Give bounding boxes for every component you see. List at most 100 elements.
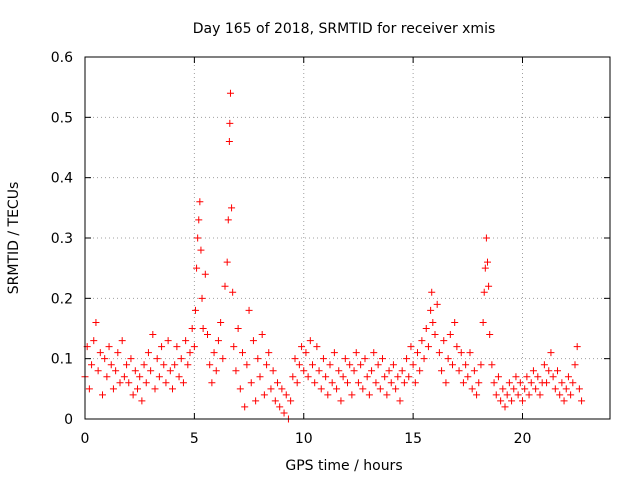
data-point bbox=[317, 385, 325, 393]
data-point bbox=[573, 343, 581, 351]
data-point bbox=[453, 343, 461, 351]
data-point bbox=[551, 385, 559, 393]
data-point bbox=[188, 325, 196, 332]
data-point bbox=[459, 379, 467, 387]
data-point bbox=[94, 367, 102, 375]
data-point bbox=[516, 379, 524, 387]
data-point bbox=[503, 391, 511, 399]
data-point bbox=[479, 318, 487, 326]
data-point bbox=[330, 349, 338, 357]
data-point bbox=[245, 306, 253, 314]
data-point bbox=[120, 373, 128, 381]
data-point bbox=[532, 385, 540, 393]
data-point bbox=[160, 361, 168, 369]
data-point bbox=[420, 355, 428, 363]
axis-ticks: 0 0.1 0.2 0.3 0.4 0.5 0.6 0 5 10 15 20 bbox=[51, 50, 610, 447]
data-point bbox=[289, 373, 297, 381]
data-point bbox=[328, 379, 336, 387]
data-point bbox=[521, 385, 529, 393]
data-point bbox=[195, 216, 203, 224]
data-point bbox=[263, 361, 271, 369]
data-point bbox=[466, 349, 474, 357]
data-point bbox=[444, 355, 452, 363]
data-point bbox=[210, 349, 218, 357]
chart-title: Day 165 of 2018, SRMTID for receiver xmi… bbox=[193, 21, 496, 37]
data-point bbox=[313, 343, 321, 351]
data-point bbox=[435, 349, 443, 357]
data-point bbox=[462, 361, 470, 369]
data-point bbox=[418, 337, 426, 345]
data-point bbox=[138, 397, 146, 405]
data-point bbox=[96, 349, 104, 357]
data-point bbox=[492, 391, 500, 399]
data-point bbox=[525, 391, 533, 399]
data-point bbox=[103, 373, 111, 381]
data-point bbox=[446, 331, 454, 339]
data-point bbox=[527, 379, 535, 387]
data-point bbox=[422, 325, 430, 332]
data-point bbox=[196, 198, 204, 206]
data-point bbox=[107, 361, 115, 369]
data-point bbox=[105, 343, 113, 351]
data-point bbox=[191, 306, 199, 314]
data-point bbox=[510, 385, 518, 393]
data-point bbox=[129, 391, 137, 399]
data-point bbox=[484, 258, 491, 266]
y-tick-label: 0 bbox=[64, 412, 73, 428]
data-point bbox=[428, 288, 436, 296]
data-point bbox=[494, 373, 502, 381]
x-axis-title: GPS time / hours bbox=[285, 458, 402, 474]
data-point bbox=[147, 367, 155, 375]
data-point bbox=[173, 343, 181, 351]
data-point bbox=[221, 282, 229, 290]
data-point bbox=[379, 355, 386, 363]
data-point bbox=[177, 355, 185, 363]
data-point bbox=[381, 373, 389, 381]
y-axis-title: SRMTID / TECUs bbox=[6, 182, 22, 295]
data-point bbox=[449, 361, 456, 369]
data-point bbox=[376, 385, 384, 393]
data-point bbox=[226, 119, 234, 127]
data-point bbox=[151, 385, 159, 393]
data-point bbox=[232, 367, 240, 375]
data-point bbox=[298, 343, 306, 351]
data-point bbox=[403, 355, 411, 363]
data-point bbox=[457, 349, 465, 357]
data-point bbox=[549, 373, 557, 381]
data-point bbox=[407, 343, 415, 351]
data-point bbox=[383, 391, 391, 399]
data-point bbox=[400, 379, 408, 387]
data-point bbox=[265, 349, 273, 357]
data-point bbox=[243, 361, 251, 369]
data-point bbox=[322, 373, 330, 381]
data-point bbox=[236, 385, 244, 393]
data-point bbox=[344, 379, 351, 387]
data-point bbox=[352, 349, 360, 357]
data-point bbox=[485, 282, 493, 290]
data-point bbox=[571, 361, 579, 369]
data-point bbox=[300, 367, 308, 375]
data-point bbox=[438, 367, 446, 375]
data-point bbox=[562, 385, 570, 393]
data-point bbox=[230, 343, 238, 351]
data-point bbox=[164, 337, 172, 345]
data-point bbox=[239, 349, 246, 357]
data-point bbox=[123, 361, 131, 369]
data-point bbox=[171, 361, 179, 369]
data-point bbox=[155, 373, 163, 381]
data-point bbox=[149, 331, 157, 339]
data-point bbox=[114, 349, 122, 357]
data-point bbox=[293, 379, 301, 387]
data-point bbox=[346, 361, 354, 369]
data-point bbox=[142, 379, 150, 387]
data-point bbox=[260, 391, 268, 399]
y-tick-label: 0.3 bbox=[51, 231, 73, 247]
data-point bbox=[359, 385, 367, 393]
data-point bbox=[194, 234, 202, 242]
data-point bbox=[547, 349, 555, 357]
data-point bbox=[158, 343, 166, 351]
data-point bbox=[302, 349, 310, 357]
data-point bbox=[519, 397, 526, 405]
data-point bbox=[309, 361, 316, 369]
